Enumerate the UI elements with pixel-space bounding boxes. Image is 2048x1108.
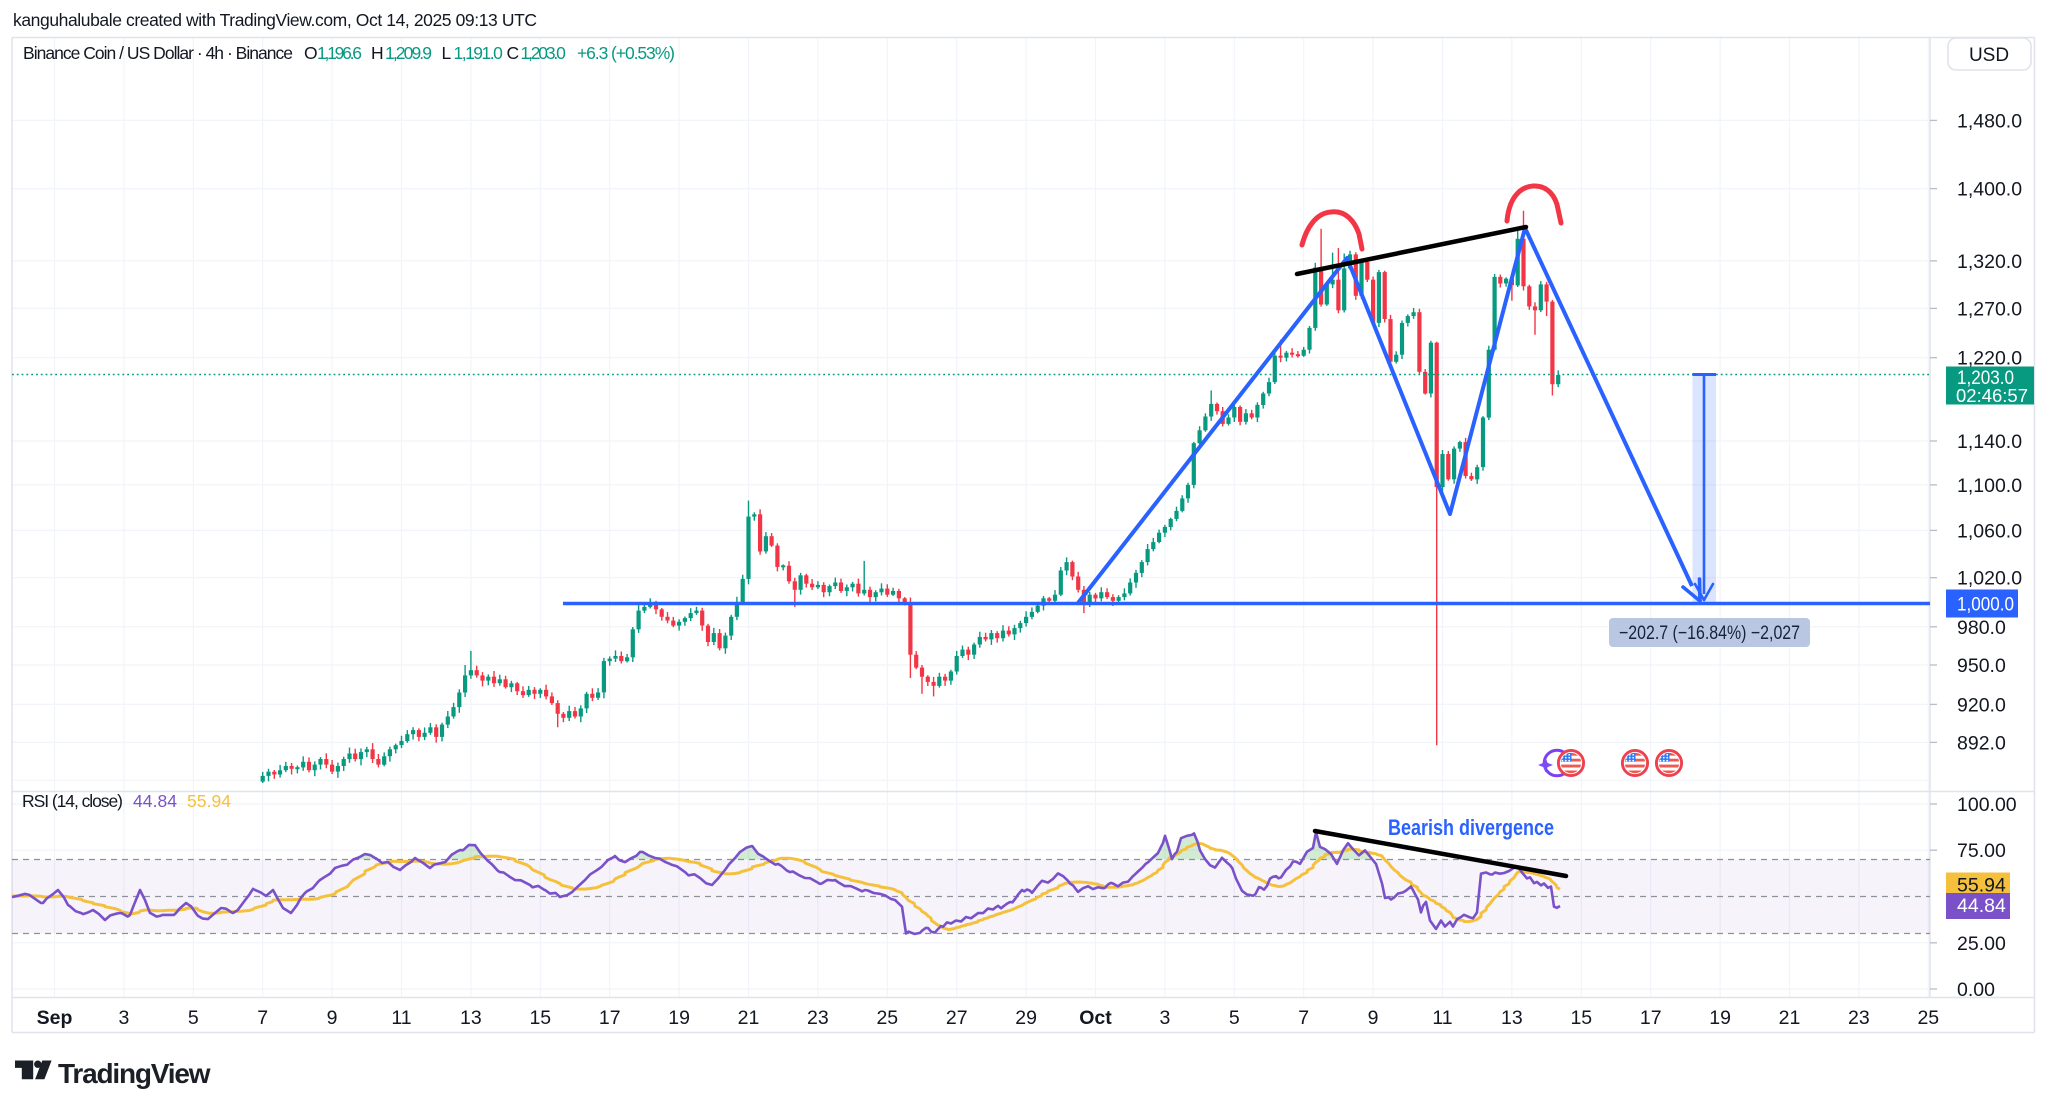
svg-text:950.0: 950.0 xyxy=(1957,655,2006,677)
svg-text:02:46:57: 02:46:57 xyxy=(1956,386,2028,406)
svg-text:9: 9 xyxy=(327,1007,338,1029)
svg-text:1,400.0: 1,400.0 xyxy=(1957,179,2022,201)
svg-text:25: 25 xyxy=(876,1007,898,1029)
svg-text:7: 7 xyxy=(257,1007,268,1029)
svg-text:980.0: 980.0 xyxy=(1957,617,2006,639)
svg-text:−202.7 (−16.84%) −2,027: −202.7 (−16.84%) −2,027 xyxy=(1619,622,1800,644)
svg-text:44.84: 44.84 xyxy=(1957,895,2006,917)
svg-text:9: 9 xyxy=(1368,1007,1379,1029)
svg-text:H: H xyxy=(371,43,384,63)
svg-text:kanguhalubale created with Tra: kanguhalubale created with TradingView.c… xyxy=(13,10,537,30)
svg-text:1,220.0: 1,220.0 xyxy=(1957,348,2022,370)
svg-text:21: 21 xyxy=(738,1007,760,1029)
svg-text:100.00: 100.00 xyxy=(1957,794,2017,816)
svg-text:1,209.9: 1,209.9 xyxy=(385,43,432,63)
svg-text:1,196.6: 1,196.6 xyxy=(317,43,362,63)
svg-text:44.84: 44.84 xyxy=(133,791,177,811)
svg-text:11: 11 xyxy=(391,1007,411,1029)
svg-text:1,191.0: 1,191.0 xyxy=(454,43,504,63)
svg-text:7: 7 xyxy=(1298,1007,1309,1029)
svg-text:13: 13 xyxy=(460,1007,482,1029)
svg-text:1,140.0: 1,140.0 xyxy=(1957,431,2022,453)
svg-text:15: 15 xyxy=(1570,1007,1592,1029)
svg-text:23: 23 xyxy=(807,1007,829,1029)
svg-text:3: 3 xyxy=(118,1007,129,1029)
svg-text:5: 5 xyxy=(1229,1007,1240,1029)
svg-text:O: O xyxy=(304,43,318,63)
svg-text:1,270.0: 1,270.0 xyxy=(1957,298,2022,320)
svg-text:Sep: Sep xyxy=(37,1007,73,1029)
svg-text:25.00: 25.00 xyxy=(1957,933,2006,955)
svg-text:17: 17 xyxy=(1640,1007,1662,1029)
svg-text:1,480.0: 1,480.0 xyxy=(1957,110,2022,132)
svg-text:892.0: 892.0 xyxy=(1957,732,2006,754)
svg-text:1,320.0: 1,320.0 xyxy=(1957,251,2022,273)
svg-text:1,203.0: 1,203.0 xyxy=(1957,367,2014,389)
svg-text:17: 17 xyxy=(599,1007,621,1029)
svg-text:1,020.0: 1,020.0 xyxy=(1957,568,2022,590)
svg-text:21: 21 xyxy=(1779,1007,1801,1029)
svg-text:Bearish divergence: Bearish divergence xyxy=(1388,815,1554,840)
svg-text:RSI (14, close): RSI (14, close) xyxy=(22,791,123,811)
svg-text:USD: USD xyxy=(1969,45,2009,66)
svg-text:25: 25 xyxy=(1917,1007,1939,1029)
svg-text:1,000.0: 1,000.0 xyxy=(1957,594,2014,616)
svg-text:1,203.0: 1,203.0 xyxy=(521,43,567,63)
svg-text:5: 5 xyxy=(188,1007,199,1029)
svg-text:C: C xyxy=(507,43,520,63)
svg-text:0.00: 0.00 xyxy=(1957,979,1995,1001)
svg-text:55.94: 55.94 xyxy=(187,791,231,811)
svg-text:75.00: 75.00 xyxy=(1957,840,2006,862)
svg-text:TradingView: TradingView xyxy=(58,1058,211,1089)
svg-text:15: 15 xyxy=(529,1007,551,1029)
svg-text:19: 19 xyxy=(668,1007,690,1029)
svg-text:1,100.0: 1,100.0 xyxy=(1957,475,2022,497)
svg-text:19: 19 xyxy=(1709,1007,1731,1029)
svg-text:L: L xyxy=(442,43,452,63)
svg-text:Oct: Oct xyxy=(1079,1007,1112,1029)
svg-text:920.0: 920.0 xyxy=(1957,694,2006,716)
svg-text:1,060.0: 1,060.0 xyxy=(1957,520,2022,542)
svg-text:11: 11 xyxy=(1432,1007,1452,1029)
svg-text:29: 29 xyxy=(1015,1007,1037,1029)
svg-text:+6.3 (+0.53%): +6.3 (+0.53%) xyxy=(577,43,675,63)
svg-text:3: 3 xyxy=(1159,1007,1170,1029)
svg-text:Binance Coin / US Dollar · 4h: Binance Coin / US Dollar · 4h · Binance xyxy=(23,43,293,63)
svg-text:23: 23 xyxy=(1848,1007,1870,1029)
svg-text:13: 13 xyxy=(1501,1007,1523,1029)
svg-text:27: 27 xyxy=(946,1007,968,1029)
svg-text:55.94: 55.94 xyxy=(1957,875,2006,897)
